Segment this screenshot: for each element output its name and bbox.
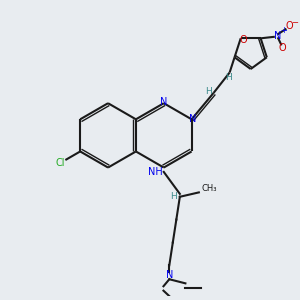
Text: N: N bbox=[189, 114, 197, 124]
Text: O: O bbox=[285, 21, 293, 31]
Text: O: O bbox=[279, 43, 286, 53]
Text: N: N bbox=[274, 31, 281, 41]
Text: H: H bbox=[170, 192, 177, 201]
Text: NH: NH bbox=[148, 167, 162, 177]
Text: −: − bbox=[291, 18, 298, 27]
Text: N: N bbox=[166, 270, 173, 280]
Text: O: O bbox=[239, 35, 247, 45]
Text: H: H bbox=[205, 87, 212, 96]
Text: +: + bbox=[280, 26, 287, 35]
Text: Cl: Cl bbox=[56, 158, 65, 168]
Text: CH₃: CH₃ bbox=[201, 184, 217, 193]
Text: H: H bbox=[225, 73, 232, 82]
Text: N: N bbox=[160, 97, 167, 107]
